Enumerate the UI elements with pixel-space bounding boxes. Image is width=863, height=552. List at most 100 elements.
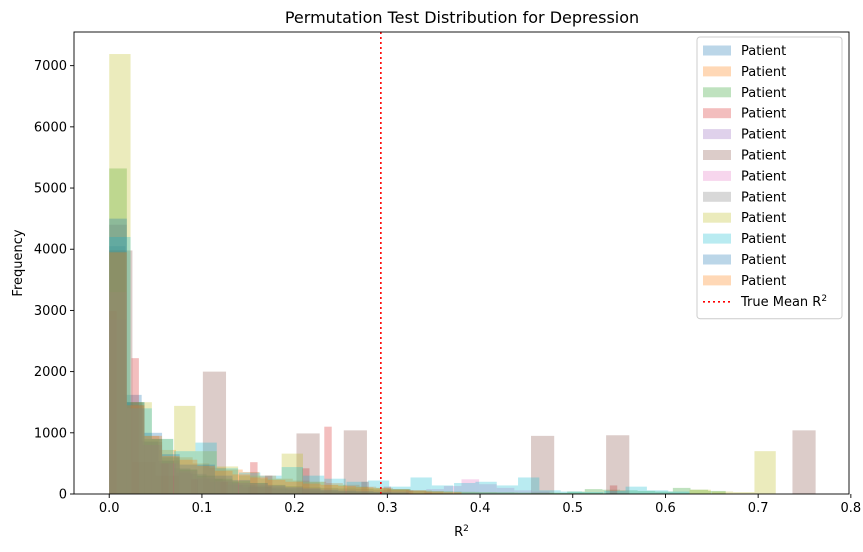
histogram-bar	[336, 491, 353, 494]
histogram-bar	[109, 236, 131, 494]
histogram-bar	[609, 485, 618, 494]
histogram-bar	[267, 479, 286, 494]
y-tick-label: 0	[59, 488, 67, 503]
legend-swatch	[703, 233, 731, 244]
histogram-bar	[285, 486, 303, 494]
histogram-bar	[496, 485, 519, 494]
histogram-bar	[309, 491, 327, 494]
histogram-bar	[126, 402, 145, 494]
histogram-bar	[302, 487, 321, 494]
histogram-bar	[346, 486, 368, 494]
histogram-bar	[281, 453, 303, 494]
histogram-bar	[690, 489, 709, 494]
y-tick-label: 5000	[34, 182, 67, 197]
histogram-bar	[355, 489, 374, 494]
histogram-bar	[250, 477, 268, 494]
histogram-bar	[267, 487, 286, 494]
y-tick-label: 7000	[34, 59, 67, 74]
histogram-bar	[531, 435, 555, 494]
histogram-bar	[162, 463, 180, 494]
legend-mean-label: True Mean R2	[740, 294, 827, 310]
histogram-bar	[496, 492, 515, 494]
histogram-bar	[531, 492, 550, 494]
histogram-bar	[604, 490, 626, 494]
histogram-bar	[338, 489, 356, 494]
histogram-bar	[367, 480, 390, 494]
histogram-bar	[514, 490, 532, 494]
legend-swatch	[703, 191, 731, 202]
histogram-bar	[239, 475, 261, 494]
histogram-bar	[250, 462, 258, 494]
histogram-bar	[131, 358, 139, 494]
histogram-bar	[260, 475, 282, 494]
histogram-bar	[126, 405, 145, 494]
histogram-bar	[355, 491, 374, 494]
histogram-bars	[109, 54, 816, 495]
histogram-bar	[359, 492, 377, 494]
histogram-bar	[302, 488, 321, 494]
legend-swatch	[703, 170, 731, 181]
legend-frame	[696, 36, 843, 320]
histogram-bar	[672, 487, 691, 494]
histogram-bar	[142, 435, 160, 494]
histogram-bar	[162, 454, 180, 494]
histogram-bar	[179, 469, 198, 494]
histogram-bar	[239, 484, 256, 494]
histogram-bar	[431, 485, 454, 494]
histogram-bar	[250, 482, 268, 494]
legend-label: Patient	[741, 169, 786, 184]
legend-label: Patient	[741, 190, 786, 205]
histogram-bar	[320, 488, 339, 494]
histogram-bar	[250, 484, 268, 494]
histogram-bar	[192, 463, 210, 494]
y-tick-label: 6000	[34, 120, 67, 135]
histogram-bar	[276, 478, 293, 494]
histogram-bar	[144, 445, 163, 494]
histogram-bar	[689, 489, 711, 494]
histogram-bar	[461, 479, 480, 494]
histogram-bar	[271, 488, 288, 494]
histogram-bar	[514, 492, 532, 494]
histogram-bar	[209, 482, 227, 494]
histogram-bar	[226, 484, 243, 494]
histogram-bar	[255, 486, 272, 494]
histogram-bar	[646, 490, 669, 494]
histogram-bar	[285, 481, 303, 494]
histogram-bar	[292, 480, 310, 494]
histogram-bar	[109, 218, 127, 495]
histogram-bar	[373, 492, 392, 494]
histogram-bar	[264, 475, 273, 494]
histogram-bar	[389, 486, 411, 494]
y-tick-label: 3000	[34, 304, 67, 319]
legend-swatch	[703, 45, 731, 56]
histogram-bar	[109, 319, 126, 494]
histogram-bar	[144, 438, 163, 494]
histogram-bar	[109, 246, 126, 494]
legend-label: Patient	[741, 211, 786, 226]
histogram-bar	[309, 481, 327, 494]
histogram-bar	[475, 481, 497, 494]
legend-swatch	[703, 254, 731, 265]
histogram-bar	[222, 481, 240, 494]
legend-mean-superscript: 2	[821, 294, 827, 304]
histogram-bar	[326, 482, 343, 494]
histogram-bar	[637, 490, 656, 494]
histogram-bar	[385, 493, 402, 494]
legend-swatch	[703, 66, 731, 77]
histogram-bar	[287, 489, 304, 494]
legend-label: Patient	[741, 232, 786, 247]
x-tick-label: 0.5	[562, 501, 583, 516]
histogram-bar	[320, 484, 339, 494]
histogram-bar	[620, 490, 638, 494]
histogram-bar	[426, 491, 443, 494]
histogram-bar	[214, 480, 233, 494]
histogram-bar	[355, 487, 374, 494]
histogram-bar	[142, 445, 160, 494]
histogram-bar	[582, 492, 604, 494]
histogram-bar	[338, 486, 356, 494]
histogram-bar	[302, 475, 325, 494]
histogram-bar	[126, 408, 145, 494]
histogram-bar	[226, 469, 243, 494]
histogram-bar	[214, 475, 233, 494]
histogram-bar	[479, 484, 497, 494]
